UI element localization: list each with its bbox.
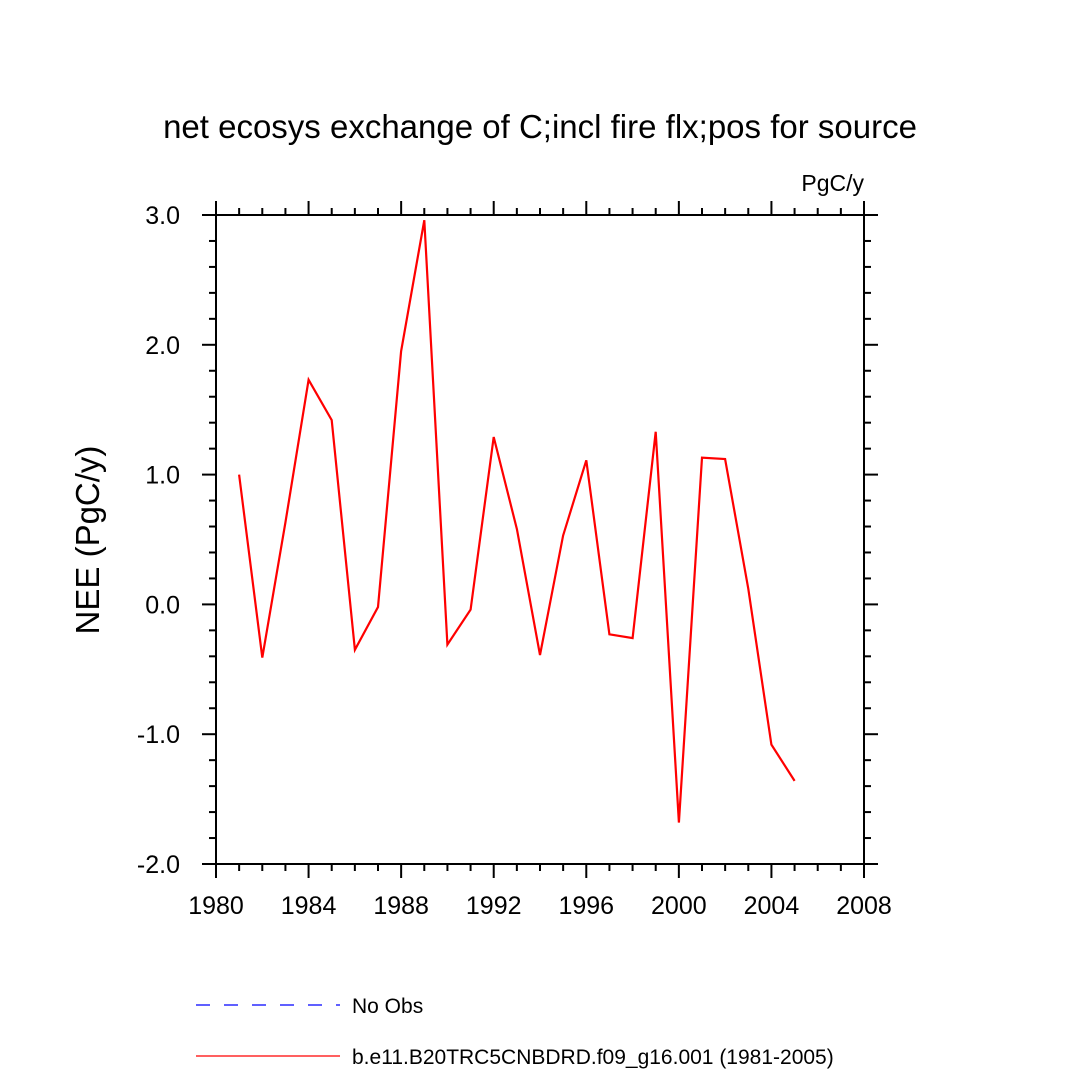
chart-title: net ecosys exchange of C;incl fire flx;p… (163, 108, 917, 145)
x-tick-label: 2008 (836, 892, 892, 920)
x-tick-label: 1988 (373, 892, 429, 920)
legend-label: b.e11.B20TRC5CNBDRD.f09_g16.001 (1981-20… (352, 1046, 834, 1069)
legend-label: No Obs (352, 995, 423, 1018)
x-tick-label: 1980 (188, 892, 244, 920)
plot-frame (216, 215, 864, 864)
legend: No Obs b.e11.B20TRC5CNBDRD.f09_g16.001 (1… (196, 995, 834, 1069)
x-tick-label: 1996 (558, 892, 614, 920)
x-tick-label: 1984 (281, 892, 337, 920)
x-tick-label: 2000 (651, 892, 707, 920)
x-tick-label: 2004 (744, 892, 800, 920)
y-tick-label: 2.0 (145, 332, 180, 360)
y-tick-label: -2.0 (137, 851, 180, 879)
plot-layer: 1980 1984 1988 1992 1996 2000 2004 2008 -2.0 -1.0… (137, 201, 892, 920)
y-axis-label: NEE (PgC/y) (69, 446, 106, 635)
y-tick-label: 1.0 (145, 462, 180, 490)
units-label: PgC/y (801, 170, 864, 196)
y-tick-label: 3.0 (145, 202, 180, 230)
series-line (239, 220, 795, 822)
x-tick-label: 1992 (466, 892, 522, 920)
y-tick-label: 0.0 (145, 591, 180, 619)
y-tick-label: -1.0 (137, 721, 180, 749)
